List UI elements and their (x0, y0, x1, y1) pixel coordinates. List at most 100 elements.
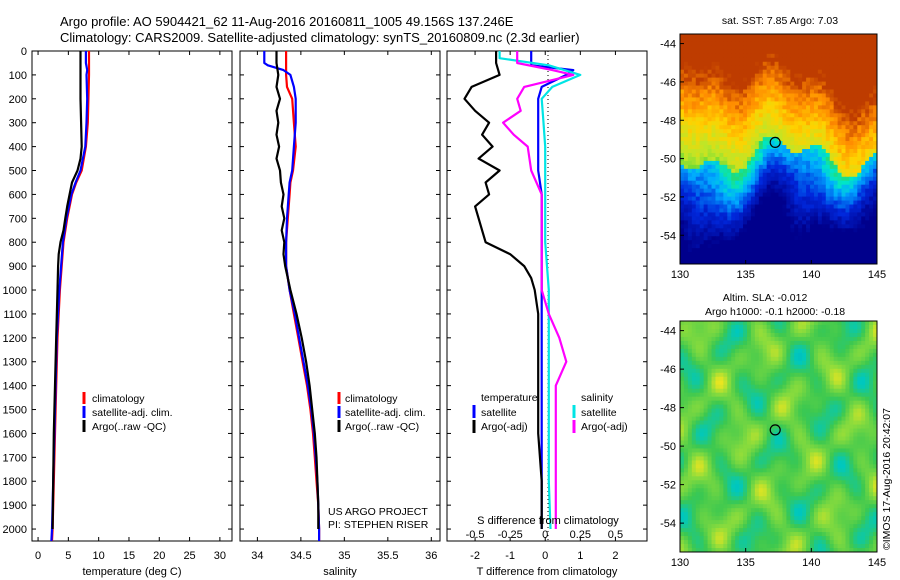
sst-cell (723, 41, 728, 47)
sst-cell (782, 164, 787, 170)
sst-cell (754, 34, 760, 39)
sst-cell (687, 196, 693, 202)
sst-cell (703, 168, 709, 174)
sla-cell (735, 412, 740, 418)
sst-cell (746, 69, 752, 75)
sst-cell (817, 180, 823, 186)
sst-cell (813, 61, 819, 67)
sla-cell (817, 404, 823, 410)
sst-cell (849, 176, 854, 182)
sla-cell (762, 352, 768, 358)
sst-cell (680, 176, 685, 182)
sla-cell (790, 408, 795, 414)
sst-cell (731, 232, 736, 237)
sla-cell (849, 412, 854, 418)
sla-cell (680, 360, 685, 366)
sst-cell (758, 34, 764, 39)
sst-cell (735, 164, 740, 170)
sst-cell (774, 220, 779, 225)
sla-cell (743, 324, 748, 330)
sst-cell (699, 37, 705, 43)
sst-cell (687, 260, 693, 265)
sla-cell (806, 400, 811, 406)
sla-cell (774, 448, 779, 453)
sla-cell (754, 332, 760, 338)
sst-cell (746, 137, 752, 142)
sst-cell (762, 224, 768, 229)
sst-cell (825, 137, 831, 142)
sst-cell (853, 69, 858, 75)
sst-cell (845, 34, 850, 39)
sst-cell (837, 125, 843, 130)
sla-cell (813, 332, 819, 338)
x-tick-label: 15 (123, 550, 135, 562)
sla-cell (829, 360, 835, 366)
sla-cell (825, 384, 831, 390)
sla-cell (782, 376, 787, 382)
sla-cell (810, 444, 815, 449)
sst-cell (746, 240, 752, 245)
sst-cell (746, 176, 752, 182)
sla-cell (680, 388, 685, 394)
sla-cell (687, 452, 693, 457)
sst-cell (762, 97, 768, 102)
sst-cell (766, 204, 772, 209)
sst-cell (770, 248, 776, 253)
sst-cell (821, 252, 827, 257)
sst-cell (794, 137, 799, 142)
sla-cell (691, 348, 697, 354)
sst-cell (829, 260, 835, 265)
sst-cell (758, 232, 764, 237)
sst-cell (833, 164, 839, 170)
sst-cell (861, 236, 866, 241)
sla-cell (739, 344, 744, 350)
sst-cell (802, 224, 807, 229)
sst-cell (794, 160, 799, 166)
sla-cell (845, 364, 850, 370)
sla-cell (798, 384, 803, 390)
sst-cell (691, 212, 697, 217)
sst-cell (841, 69, 846, 75)
sst-cell (841, 113, 846, 118)
sst-cell (778, 164, 783, 170)
sst-cell (857, 228, 862, 233)
sla-cell (794, 368, 799, 374)
sst-cell (786, 85, 791, 91)
sst-cell (806, 117, 811, 122)
sla-cell (829, 428, 835, 434)
sst-cell (707, 208, 713, 213)
sst-cell (774, 252, 779, 257)
sla-cell (861, 420, 866, 426)
sla-cell (837, 440, 843, 445)
sst-cell (825, 228, 831, 233)
sst-cell (739, 168, 744, 174)
sst-cell (798, 65, 803, 71)
sst-cell (719, 109, 724, 114)
sst-cell (825, 232, 831, 237)
sla-cell (719, 340, 724, 346)
sla-cell (861, 384, 866, 390)
sst-cell (719, 168, 724, 174)
sla-cell (683, 456, 689, 461)
sst-cell (758, 53, 764, 59)
sla-cell (873, 388, 878, 394)
sst-cell (774, 137, 779, 142)
sst-cell (727, 125, 732, 130)
sla-cell (873, 396, 878, 402)
sst-cell (750, 244, 756, 249)
sla-cell (750, 368, 756, 374)
sst-cell (873, 109, 878, 114)
sst-cell (794, 196, 799, 202)
sst-cell (845, 81, 850, 87)
sst-cell (865, 160, 870, 166)
sla-cell (849, 404, 854, 410)
sst-cell (680, 105, 685, 110)
sla-cell (857, 392, 862, 398)
sla-cell (790, 356, 795, 362)
sla-cell (735, 448, 740, 453)
sst-cell (845, 69, 850, 75)
sla-cell (743, 352, 748, 358)
sla-cell (825, 344, 831, 350)
sst-cell (746, 105, 752, 110)
sst-cell (837, 97, 843, 102)
